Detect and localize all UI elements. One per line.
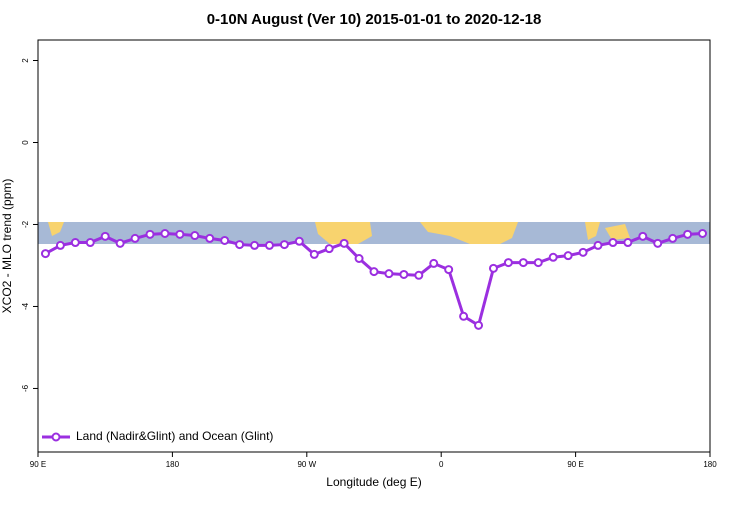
chart-title: 0-10N August (Ver 10) 2015-01-01 to 2020… — [207, 11, 542, 28]
point — [55, 240, 65, 250]
point — [683, 229, 693, 239]
point — [100, 231, 110, 241]
point — [503, 258, 513, 268]
point — [175, 229, 185, 239]
point — [40, 249, 50, 259]
point — [399, 269, 409, 279]
x-tick-label: 90 W — [297, 460, 316, 469]
point — [488, 263, 498, 273]
point — [220, 235, 230, 245]
point — [653, 238, 663, 248]
point — [294, 236, 304, 246]
point — [578, 247, 588, 257]
legend-label: Land (Nadir&Glint) and Ocean (Glint) — [76, 429, 273, 443]
point — [429, 258, 439, 268]
point — [533, 258, 543, 268]
point — [309, 249, 319, 259]
x-tick-label: 90 E — [567, 460, 583, 469]
point — [85, 238, 95, 248]
point — [324, 244, 334, 254]
x-axis-label: Longitude (deg E) — [326, 475, 421, 489]
y-tick-label: -2 — [21, 220, 30, 228]
point — [668, 233, 678, 243]
point — [623, 238, 633, 248]
point — [115, 238, 125, 248]
point — [70, 238, 80, 248]
point — [160, 228, 170, 238]
point — [145, 229, 155, 239]
point — [339, 238, 349, 248]
x-tick-label: 0 — [439, 460, 444, 469]
point — [563, 251, 573, 261]
point — [130, 233, 140, 243]
point — [608, 238, 618, 248]
x-tick-label: 180 — [166, 460, 180, 469]
point — [205, 233, 215, 243]
point — [235, 240, 245, 250]
point — [548, 252, 558, 262]
point — [474, 320, 484, 330]
plot-frame — [37, 39, 711, 453]
point — [698, 228, 708, 238]
point — [264, 240, 274, 250]
point — [354, 254, 364, 264]
point — [369, 267, 379, 277]
y-tick-label: -6 — [21, 384, 30, 392]
point — [459, 311, 469, 321]
point — [279, 240, 289, 250]
y-tick-label: 0 — [21, 140, 30, 145]
point — [250, 240, 260, 250]
x-tick-label: 90 E — [30, 460, 46, 469]
legend-marker — [51, 432, 61, 442]
y-axis-label: XCO2 - MLO trend (ppm) — [0, 179, 14, 314]
point — [593, 240, 603, 250]
point — [190, 231, 200, 241]
point — [384, 269, 394, 279]
point — [444, 265, 454, 275]
y-tick-label: 2 — [21, 58, 30, 63]
point — [638, 231, 648, 241]
point — [414, 270, 424, 280]
series-line — [44, 231, 703, 328]
y-tick-label: -4 — [21, 302, 30, 310]
x-tick-label: 180 — [703, 460, 717, 469]
point — [518, 258, 528, 268]
